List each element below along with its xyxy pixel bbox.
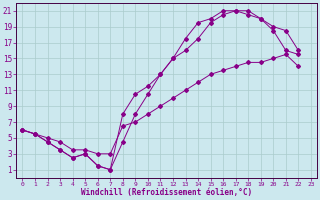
X-axis label: Windchill (Refroidissement éolien,°C): Windchill (Refroidissement éolien,°C) — [81, 188, 252, 197]
